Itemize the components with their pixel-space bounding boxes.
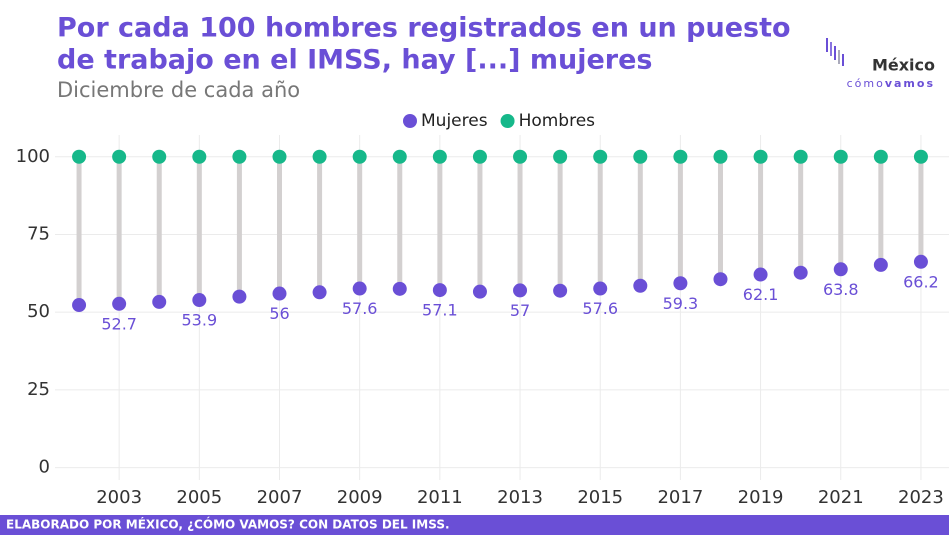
dot xyxy=(673,149,688,164)
y-tick-label: 0 xyxy=(39,457,50,478)
dot xyxy=(312,149,327,164)
legend-label: Hombres xyxy=(519,111,596,131)
dot xyxy=(833,262,848,277)
x-tick-label: 2023 xyxy=(898,487,944,508)
logo-name: México xyxy=(872,56,935,75)
dot xyxy=(472,149,487,164)
data-label: 63.8 xyxy=(823,280,859,299)
data-label: 57.1 xyxy=(422,301,458,320)
footer-bar xyxy=(0,515,949,535)
logo-tagline-bold: vamos xyxy=(885,77,935,90)
dot xyxy=(72,149,87,164)
x-tick-label: 2007 xyxy=(257,487,303,508)
dot xyxy=(793,265,808,280)
x-tick-label: 2005 xyxy=(176,487,222,508)
data-label: 66.2 xyxy=(903,272,939,291)
dot xyxy=(553,149,568,164)
chart-title: Por cada 100 hombres registrados en un p… xyxy=(57,13,791,44)
dot xyxy=(232,149,247,164)
dot xyxy=(392,149,407,164)
dot xyxy=(513,149,528,164)
dot xyxy=(352,149,367,164)
logo-bar xyxy=(842,54,844,66)
logo-bar xyxy=(834,46,836,60)
logo-bar xyxy=(830,42,832,56)
y-tick-label: 25 xyxy=(27,379,50,400)
dot xyxy=(753,267,768,282)
dot xyxy=(272,286,287,301)
logo-bar xyxy=(838,50,840,64)
x-tick-label: 2013 xyxy=(497,487,543,508)
y-tick-label: 100 xyxy=(16,146,50,167)
data-label: 56 xyxy=(269,304,289,323)
dot xyxy=(352,281,367,296)
dot xyxy=(232,289,247,304)
dot xyxy=(633,278,648,293)
data-label: 53.9 xyxy=(182,311,218,330)
x-tick-label: 2017 xyxy=(657,487,703,508)
dot xyxy=(112,296,127,311)
dot xyxy=(873,257,888,272)
dot xyxy=(152,294,167,309)
x-tick-label: 2015 xyxy=(577,487,623,508)
dot xyxy=(192,149,207,164)
dot xyxy=(553,283,568,298)
logo-bar xyxy=(826,38,828,52)
dot xyxy=(833,149,848,164)
dot xyxy=(312,285,327,300)
dot xyxy=(753,149,768,164)
data-label: 52.7 xyxy=(101,314,137,333)
x-tick-label: 2019 xyxy=(738,487,784,508)
data-label: 59.3 xyxy=(663,294,699,313)
dot xyxy=(272,149,287,164)
x-tick-label: 2003 xyxy=(96,487,142,508)
dot xyxy=(793,149,808,164)
logo-tagline: cómovamos xyxy=(847,77,935,90)
dot xyxy=(112,149,127,164)
dot xyxy=(913,254,928,269)
dot xyxy=(152,149,167,164)
dot xyxy=(192,293,207,308)
dot xyxy=(713,272,728,287)
dot xyxy=(72,298,87,313)
dot xyxy=(593,281,608,296)
dot xyxy=(593,149,608,164)
dot xyxy=(392,281,407,296)
data-label: 57.6 xyxy=(342,299,378,318)
dot xyxy=(873,149,888,164)
data-label: 57 xyxy=(510,301,530,320)
dot xyxy=(513,283,528,298)
x-tick-label: 2011 xyxy=(417,487,463,508)
dot xyxy=(472,284,487,299)
dot xyxy=(713,149,728,164)
y-tick-label: 50 xyxy=(27,301,50,322)
chart-title: de trabajo en el IMSS, hay [...] mujeres xyxy=(57,45,652,76)
y-tick-label: 75 xyxy=(27,223,50,244)
x-tick-label: 2021 xyxy=(818,487,864,508)
logo-tagline-light: cómo xyxy=(847,77,885,90)
chart-subtitle: Diciembre de cada año xyxy=(57,78,300,102)
dot xyxy=(432,283,447,298)
x-tick-label: 2009 xyxy=(337,487,383,508)
footer: ELABORADO POR MÉXICO, ¿CÓMO VAMOS? CON D… xyxy=(6,517,450,532)
logo: México cómovamos xyxy=(826,38,935,90)
legend-label: Mujeres xyxy=(421,111,488,131)
dot xyxy=(913,149,928,164)
legend-marker xyxy=(403,114,417,128)
data-label: 57.6 xyxy=(582,299,618,318)
dot xyxy=(432,149,447,164)
legend-marker xyxy=(500,114,515,128)
dot xyxy=(633,149,648,164)
data-label: 62.1 xyxy=(743,285,779,304)
dot xyxy=(673,276,688,291)
